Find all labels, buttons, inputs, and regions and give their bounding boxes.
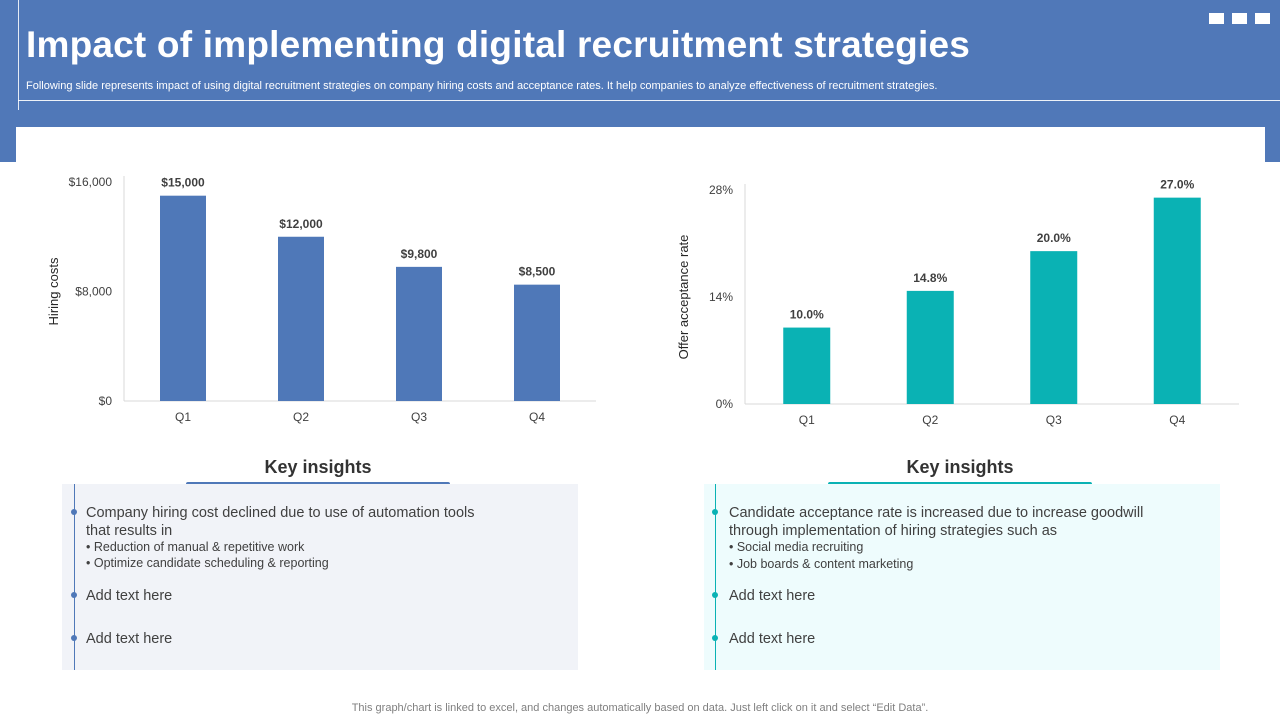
y-axis-title: Offer acceptance rate — [676, 235, 691, 360]
data-label: $12,000 — [279, 217, 323, 231]
square-icon — [1209, 13, 1224, 24]
x-tick-label: Q2 — [922, 413, 938, 427]
x-tick-label: Q4 — [529, 410, 545, 424]
acceptance-rate-chart[interactable]: 0% 14% 28% 10.0% Q1 14.8% Q2 20.0% Q3 27.0% Q4 Offe… — [670, 165, 1250, 435]
insights-box-right: Candidate acceptance rate is increased d… — [704, 484, 1220, 670]
data-label: 10.0% — [790, 308, 824, 322]
bullet-dot — [71, 509, 77, 515]
bar — [396, 266, 442, 401]
insight-placeholder-text[interactable]: Add text here — [86, 588, 173, 604]
hiring-costs-chart[interactable]: $0 $8,000 $16,000 $15,000 Q1 $12,000 Q2 $9,800 Q… — [40, 165, 610, 435]
insight-main-text: Candidate acceptance rate is increased d… — [729, 505, 1144, 539]
insight-sub-item: • Job boards & content marketing — [729, 557, 914, 571]
header-divider-vertical — [18, 0, 19, 110]
y-tick-label: $16,000 — [69, 175, 113, 189]
y-tick-label: 14% — [709, 290, 733, 304]
insight-placeholder-text[interactable]: Add text here — [729, 588, 816, 604]
bar — [278, 236, 324, 401]
y-tick-label: $8,000 — [75, 285, 112, 299]
decorative-squares — [1209, 13, 1270, 24]
x-tick-label: Q3 — [1046, 413, 1062, 427]
bullet-dot — [712, 635, 718, 641]
insight-placeholder-text[interactable]: Add text here — [729, 631, 816, 647]
bullet-dot — [712, 509, 718, 515]
bar — [514, 284, 560, 401]
bullet-dot — [71, 592, 77, 598]
bar — [1030, 251, 1078, 404]
insight-sub-item: • Social media recruiting — [729, 540, 864, 554]
y-tick-label: 0% — [716, 397, 734, 411]
bar — [1153, 197, 1201, 404]
data-label: 20.0% — [1037, 231, 1071, 245]
insights-title-left: Key insights — [264, 457, 372, 477]
header-divider-horizontal — [18, 100, 1280, 101]
data-label: $15,000 — [161, 176, 205, 190]
insight-sub-item: • Reduction of manual & repetitive work — [86, 540, 305, 554]
y-tick-label: $0 — [99, 394, 113, 408]
x-tick-label: Q4 — [1169, 413, 1185, 427]
bar — [783, 327, 831, 404]
insight-sub-item: • Optimize candidate scheduling & report… — [86, 556, 329, 570]
insights-timeline-right — [715, 484, 716, 670]
square-icon — [1255, 13, 1270, 24]
footer-note: This graph/chart is linked to excel, and… — [351, 702, 929, 714]
insight-main-text: Company hiring cost declined due to use … — [86, 505, 475, 539]
bullet-dot — [712, 592, 718, 598]
bar — [906, 290, 954, 404]
y-axis-title: Hiring costs — [46, 257, 61, 325]
x-tick-label: Q1 — [799, 413, 815, 427]
insights-box-left: Company hiring cost declined due to use … — [62, 484, 578, 670]
insight-placeholder-text[interactable]: Add text here — [86, 631, 173, 647]
page-subtitle: Following slide represents impact of usi… — [26, 80, 938, 92]
data-label: $8,500 — [519, 265, 556, 279]
insights-title-right: Key insights — [906, 457, 1014, 477]
x-tick-label: Q1 — [175, 410, 191, 424]
bullet-dot — [71, 635, 77, 641]
x-tick-label: Q2 — [293, 410, 309, 424]
square-icon — [1232, 13, 1247, 24]
insights-timeline-left — [74, 484, 75, 670]
data-label: 27.0% — [1160, 178, 1194, 192]
page-title: Impact of implementing digital recruitme… — [26, 24, 971, 65]
data-label: $9,800 — [401, 247, 438, 261]
x-tick-label: Q3 — [411, 410, 427, 424]
bar — [160, 195, 206, 401]
data-label: 14.8% — [913, 271, 947, 285]
y-tick-label: 28% — [709, 183, 733, 197]
